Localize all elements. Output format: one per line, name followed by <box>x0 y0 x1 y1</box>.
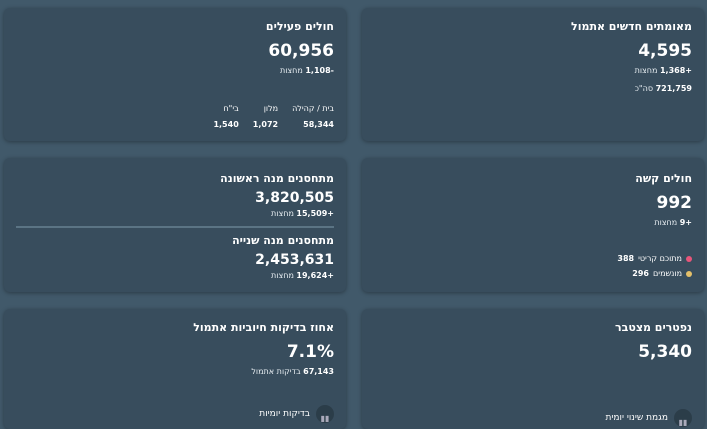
delta: +1,368 <box>659 66 692 75</box>
positive-rate-card: אחוז בדיקות חיוביות אתמול 7.1% 67,143 בד… <box>4 309 346 429</box>
card-title: מאומתים חדשים אתמול <box>571 20 692 33</box>
ventilated-legend: מונשמים 296 <box>632 269 692 278</box>
col-value: 1,540 <box>213 120 239 129</box>
divider <box>16 226 334 228</box>
delta-label: מחצות <box>271 209 294 218</box>
legend-label: מתוכם קריטי <box>638 254 682 263</box>
card-title: חולים קשה <box>635 172 692 185</box>
daily-tests-link[interactable]: ▮▮ בדיקות יומיות <box>259 401 334 427</box>
vaccinated-card: מתחסנים מנה ראשונה 3,820,505 +15,509 מחצ… <box>4 158 346 292</box>
delta: +19,624 <box>296 271 334 280</box>
second-dose-value: 2,453,631 <box>255 252 334 268</box>
legend-label: מונשמים <box>652 269 682 278</box>
breakdown: בית / קהילה 58,344 מלון 1,072 בי"ח 1,540 <box>213 104 334 129</box>
total: 721,759 <box>655 84 692 93</box>
severe-value: 992 <box>656 193 693 213</box>
tests-label: בדיקות אתמול <box>251 367 301 376</box>
col-value: 58,344 <box>303 120 334 129</box>
col-label: בי"ח <box>223 104 239 113</box>
legend-value: 388 <box>617 254 635 263</box>
legend-value: 296 <box>632 269 649 278</box>
footer-label: בדיקות יומיות <box>259 409 310 419</box>
card-title: נפטרים מצטבר <box>615 321 692 334</box>
delta-label: מחצות <box>654 218 678 227</box>
active-patients-card: חולים פעילים 60,956 -1,108 מחצות בית / ק… <box>4 8 346 141</box>
delta-label: מחצות <box>271 271 294 280</box>
critical-dot-icon <box>686 255 692 262</box>
bar-chart-icon: ▮▮ <box>674 408 692 427</box>
col-label: בית / קהילה <box>292 104 334 113</box>
total-label: סה"כ <box>634 84 654 93</box>
col-home: בית / קהילה 58,344 <box>292 104 334 129</box>
delta: -1,108 <box>305 66 334 75</box>
active-value: 60,956 <box>268 41 334 61</box>
bar-chart-icon: ▮▮ <box>316 405 334 423</box>
delta-label: מחצות <box>634 66 658 75</box>
footer-label: מגמת שינוי יומית <box>605 412 668 423</box>
delta-label: מחצות <box>279 66 303 75</box>
col-hospital: בי"ח 1,540 <box>213 104 238 129</box>
card-title: חולים פעילים <box>265 20 334 33</box>
second-dose-title: מתחסנים מנה שנייה <box>232 234 334 247</box>
first-dose-value: 3,820,505 <box>255 190 334 206</box>
delta: +15,509 <box>296 209 334 218</box>
tests-count: 67,143 <box>303 367 334 376</box>
daily-trend-link[interactable]: ▮▮ מגמת שינוי יומית <box>605 401 692 429</box>
confirmed-value: 4,595 <box>638 41 692 61</box>
col-label: מלון <box>263 104 279 113</box>
critical-legend: מתוכם קריטי 388 <box>617 254 692 263</box>
deaths-value: 5,340 <box>638 342 692 362</box>
positive-value: 7.1% <box>286 342 334 362</box>
delta: +9 <box>679 218 692 227</box>
first-dose-title: מתחסנים מנה ראשונה <box>220 172 334 185</box>
col-hotel: מלון 1,072 <box>253 104 278 129</box>
confirmed-card: מאומתים חדשים אתמול 4,595 +1,368 מחצות 7… <box>362 8 704 141</box>
ventilated-dot-icon <box>686 270 692 277</box>
col-value: 1,072 <box>252 120 279 129</box>
deaths-card: נפטרים מצטבר 5,340 ▮▮ מגמת שינוי יומית <box>362 309 704 429</box>
severe-card: חולים קשה 992 +9 מחצות מתוכם קריטי 388 מו… <box>362 158 704 292</box>
card-title: אחוז בדיקות חיוביות אתמול <box>193 321 334 334</box>
